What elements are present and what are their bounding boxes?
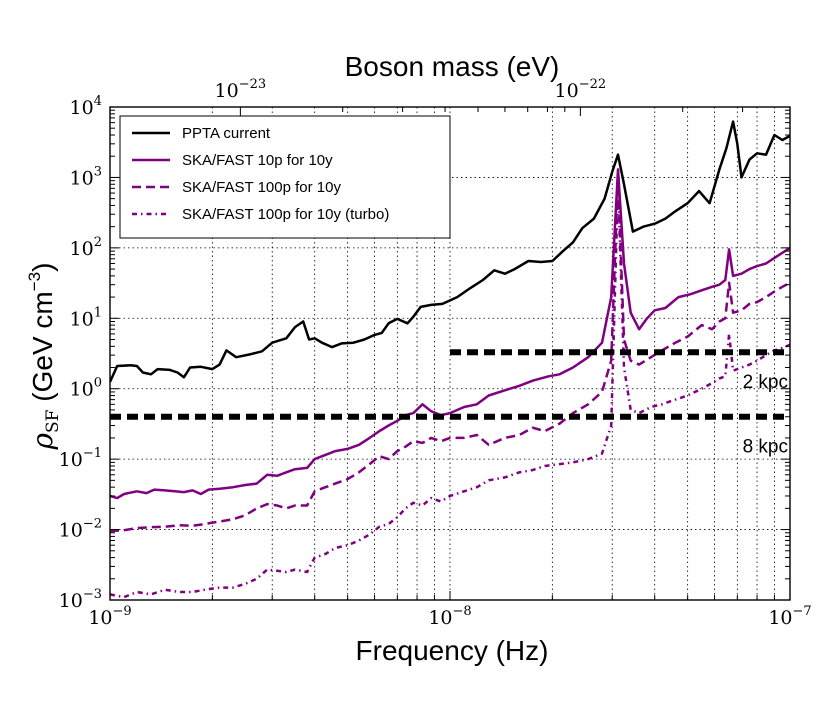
y-axis-exponent: −3 (25, 272, 44, 291)
y-axis-subscript: SF (43, 409, 63, 433)
reference-label-1: 2 kpc (743, 372, 788, 393)
legend-label-1: PPTA current (182, 125, 271, 142)
legend: PPTA current SKA/FAST 10p for 10y SKA/FAST… (119, 115, 451, 239)
annotations: 2 kpc 8 kpc (743, 372, 788, 458)
top-tick-label: 10−22 (555, 77, 607, 102)
y-tick-label: 10−1 (59, 446, 102, 471)
x-tick-label: 10−7 (768, 604, 811, 629)
x-axis-title: Frequency (Hz) (356, 635, 549, 666)
reference-label-2: 8 kpc (743, 437, 788, 458)
top-tick-label: 10−23 (215, 77, 267, 102)
y-axis-unit: (GeV cm (27, 291, 58, 409)
y-tick-label: 104 (70, 94, 102, 119)
y-tick-label: 10−3 (59, 587, 102, 612)
y-axis-title: ρSF (GeV cm−3) (25, 263, 63, 451)
y-tick-label: 103 (70, 164, 102, 189)
y-tick-label: 101 (70, 305, 102, 330)
series-line-4 (110, 183, 790, 599)
x-tick-label: 10−8 (428, 604, 471, 629)
legend-label-3: SKA/FAST 100p for 10y (182, 179, 341, 196)
y-axis-close: ) (27, 263, 58, 272)
y-tick-label: 102 (70, 235, 102, 260)
legend-label-4: SKA/FAST 100p for 10y (turbo) (182, 206, 389, 223)
data-series (110, 120, 790, 599)
axis-ticks (109, 106, 790, 601)
y-axis-rho: ρ (26, 432, 59, 450)
y-tick-label: 100 (70, 376, 102, 401)
series-line-2 (110, 168, 790, 500)
y-tick-label: 10−2 (59, 517, 102, 542)
x-tick-label: 10−9 (88, 604, 131, 629)
series-line-3 (110, 176, 790, 533)
series-line-1 (110, 120, 790, 383)
legend-label-2: SKA/FAST 10p for 10y (182, 152, 333, 169)
reference-lines (110, 349, 790, 420)
tick-labels: 10−23 10−22 10−9 10−8 10−7 10−3 10−2 10−1 100 101… (59, 77, 812, 629)
legend-box (119, 115, 451, 239)
top-axis-title: Boson mass (eV) (345, 51, 560, 82)
